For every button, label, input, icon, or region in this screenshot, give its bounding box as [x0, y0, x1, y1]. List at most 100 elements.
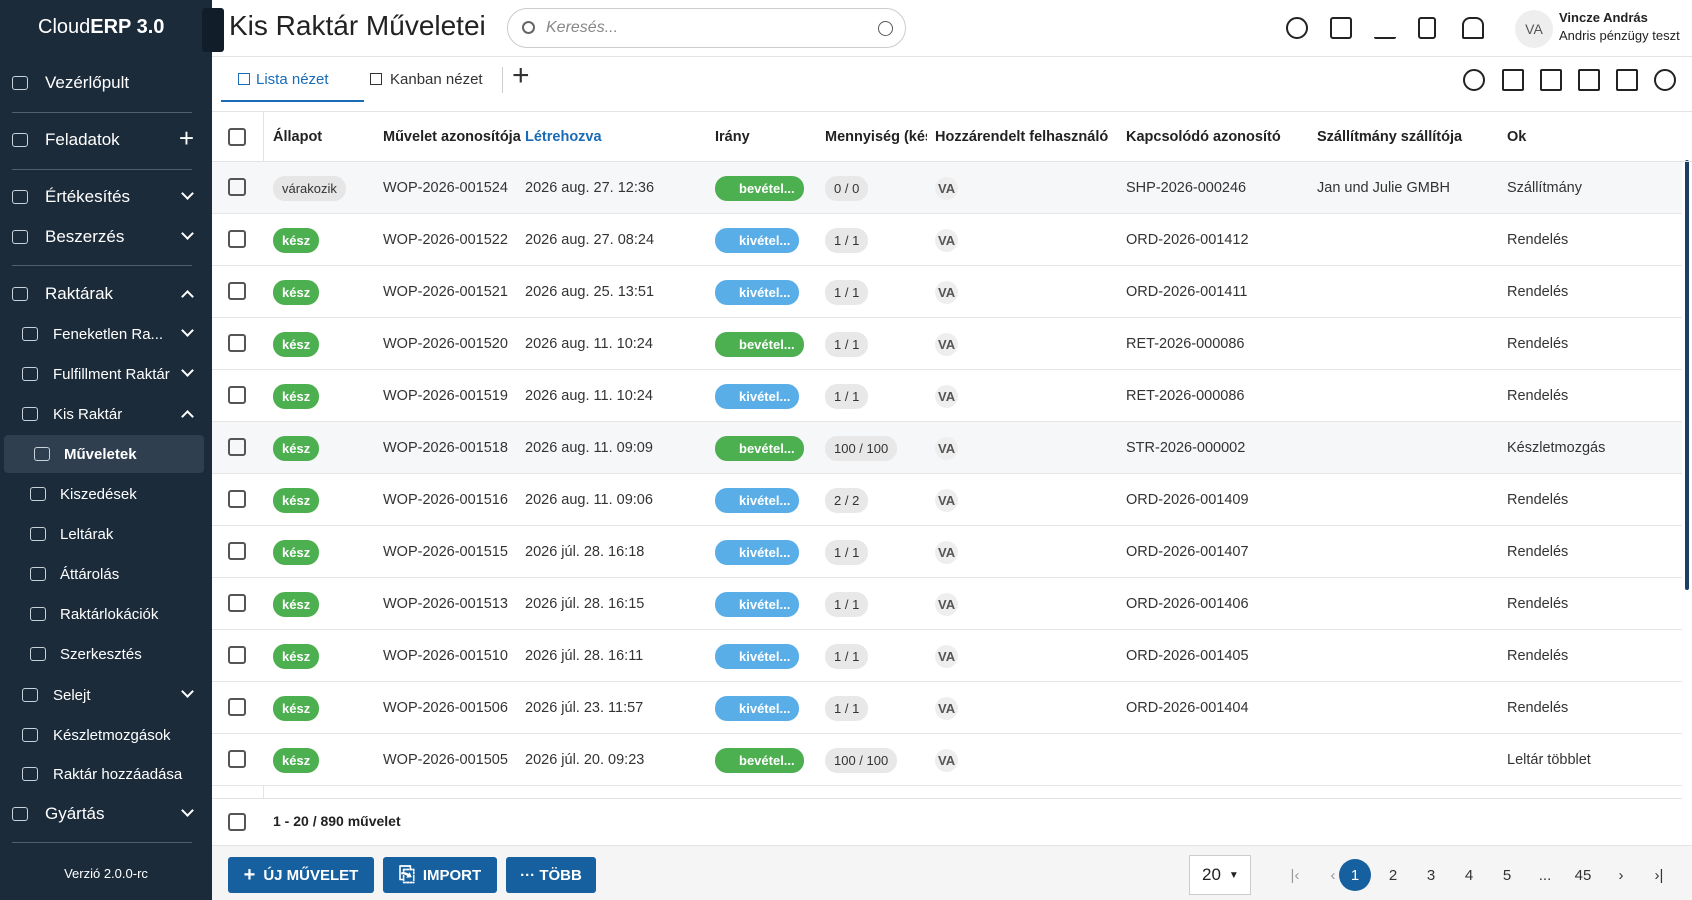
page-nav[interactable]: |‹: [1290, 866, 1300, 884]
page-size[interactable]: 20 ▼: [1189, 855, 1251, 895]
tab-list[interactable]: Lista nézet: [256, 71, 329, 88]
avatar[interactable]: VA: [1515, 10, 1553, 48]
search-box[interactable]: Keresés...: [507, 8, 906, 48]
cell: ORD-2026-001409: [1126, 474, 1306, 526]
refresh-icon[interactable]: [1463, 69, 1485, 91]
nav-item[interactable]: Raktárak: [0, 275, 212, 313]
page-nav[interactable]: ‹: [1330, 866, 1336, 884]
nav-item[interactable]: Értékesítés: [0, 178, 212, 216]
row-checkbox[interactable]: [228, 698, 246, 716]
quantity: 1 / 1: [825, 227, 869, 253]
nav-item[interactable]: Készletmozgások: [0, 716, 212, 754]
nav-item[interactable]: Raktár hozzáadása: [0, 755, 212, 793]
row-checkbox[interactable]: [228, 178, 246, 196]
table-row[interactable]: kész WOP-2026-001522 2026 aug. 27. 08:24 ki…: [212, 214, 1682, 266]
page-button[interactable]: 4: [1464, 866, 1474, 884]
assignee: VA: [935, 592, 959, 616]
nav-item[interactable]: Leltárak: [0, 515, 212, 553]
nav-icon: [22, 327, 38, 341]
page-button[interactable]: 45: [1574, 866, 1592, 884]
select-all[interactable]: [228, 128, 246, 146]
row-checkbox[interactable]: [228, 438, 246, 456]
action-button[interactable]: ⎘ IMPORT: [383, 857, 497, 893]
table-row[interactable]: várakozik WOP-2026-001524 2026 aug. 27. 12…: [212, 162, 1682, 214]
row-checkbox[interactable]: [228, 230, 246, 248]
nav-item[interactable]: Raktárlokációk: [0, 595, 212, 633]
collapse-button[interactable]: [202, 8, 224, 52]
table-row[interactable]: kész WOP-2026-001520 2026 aug. 11. 10:24 be…: [212, 318, 1682, 370]
page-button[interactable]: 3: [1426, 866, 1436, 884]
column-header[interactable]: Létrehozva: [525, 129, 602, 145]
row-checkbox[interactable]: [228, 334, 246, 352]
cell: 2026 júl. 28. 16:15: [525, 578, 705, 630]
column-header[interactable]: Állapot: [273, 129, 323, 145]
bell-icon[interactable]: [1462, 17, 1484, 39]
nav-item[interactable]: Kiszedések: [0, 475, 212, 513]
layers-icon[interactable]: [1616, 69, 1638, 91]
clipboard-icon[interactable]: [1418, 17, 1436, 39]
help-icon[interactable]: [1286, 17, 1308, 39]
page-button[interactable]: 2: [1388, 866, 1398, 884]
row-checkbox[interactable]: [228, 750, 246, 768]
column-header[interactable]: Hozzárendelt felhasználó: [935, 129, 1109, 145]
nav-item[interactable]: Kis Raktár: [0, 395, 212, 433]
nav-item[interactable]: Műveletek: [4, 435, 204, 473]
page-nav[interactable]: ›|: [1654, 866, 1664, 884]
tab-kanban[interactable]: Kanban nézet: [390, 71, 483, 88]
column-header[interactable]: Ok: [1507, 129, 1527, 145]
row-checkbox[interactable]: [228, 282, 246, 300]
cell: Rendelés: [1507, 266, 1677, 318]
tasks-icon[interactable]: [1374, 17, 1396, 39]
column-header[interactable]: Mennyiség (kész): [825, 129, 927, 145]
created: 2026 júl. 23. 11:57: [525, 700, 644, 716]
table-row[interactable]: kész WOP-2026-001513 2026 júl. 28. 16:15 ki…: [212, 578, 1682, 630]
nav-item[interactable]: Selejt: [0, 676, 212, 714]
nav-item[interactable]: Áttárolás: [0, 555, 212, 593]
filter-icon[interactable]: [1502, 69, 1524, 91]
group-icon[interactable]: [1578, 69, 1600, 91]
cell: [1317, 422, 1497, 474]
column-header[interactable]: Kapcsolódó azonosító: [1126, 129, 1281, 145]
nav-item[interactable]: Feladatok +: [0, 121, 212, 159]
table-row[interactable]: kész WOP-2026-001515 2026 júl. 28. 16:18 ki…: [212, 526, 1682, 578]
cell: ORD-2026-001407: [1126, 526, 1306, 578]
quantity: 100 / 100: [825, 435, 898, 461]
page-button[interactable]: ...: [1538, 866, 1552, 884]
summary-checkbox[interactable]: [228, 813, 246, 831]
table-row[interactable]: kész WOP-2026-001510 2026 júl. 28. 16:11 ki…: [212, 630, 1682, 682]
table-row[interactable]: kész WOP-2026-001505 2026 júl. 20. 09:23 be…: [212, 734, 1682, 786]
row-checkbox[interactable]: [228, 646, 246, 664]
page-button[interactable]: 1: [1339, 859, 1371, 891]
row-checkbox[interactable]: [228, 594, 246, 612]
table-row[interactable]: kész WOP-2026-001519 2026 aug. 11. 10:24 ki…: [212, 370, 1682, 422]
nav-item[interactable]: Fulfillment Raktár: [0, 355, 212, 393]
table-row[interactable]: kész WOP-2026-001516 2026 aug. 11. 09:06 ki…: [212, 474, 1682, 526]
nav-item[interactable]: Gyártás: [0, 795, 212, 833]
row-checkbox[interactable]: [228, 386, 246, 404]
scrollbar[interactable]: [1685, 160, 1689, 590]
nav-item[interactable]: Beszerzés: [0, 218, 212, 256]
row-checkbox[interactable]: [228, 542, 246, 560]
column-header[interactable]: Irány: [715, 129, 750, 145]
columns-icon[interactable]: [1540, 69, 1562, 91]
cell: VA: [935, 682, 1125, 734]
column-header[interactable]: Szállítmány szállítója: [1317, 129, 1463, 145]
table-row[interactable]: kész WOP-2026-001521 2026 aug. 25. 13:51 ki…: [212, 266, 1682, 318]
table-row[interactable]: kész WOP-2026-001506 2026 júl. 23. 11:57 ki…: [212, 682, 1682, 734]
nav-item[interactable]: Feneketlen Ra...: [0, 315, 212, 353]
row-checkbox[interactable]: [228, 490, 246, 508]
action-button[interactable]: ··· TÖBB: [506, 857, 596, 893]
page-nav[interactable]: ›: [1618, 866, 1624, 884]
nav-item[interactable]: Vezérlőpult: [0, 64, 212, 102]
cell: 2 / 2: [825, 474, 927, 526]
nav-item[interactable]: Szerkesztés: [0, 635, 212, 673]
action-button[interactable]: + ÚJ MŰVELET: [228, 857, 374, 893]
add-tab[interactable]: +: [512, 59, 530, 92]
column-header[interactable]: Művelet azonosítója: [383, 129, 521, 145]
nav-add[interactable]: +: [178, 123, 194, 153]
table-row[interactable]: kész WOP-2026-001518 2026 aug. 11. 09:09 be…: [212, 422, 1682, 474]
page-button[interactable]: 5: [1502, 866, 1512, 884]
rocket-icon[interactable]: [1330, 17, 1352, 39]
quantity: 1 / 1: [825, 279, 869, 305]
settings-icon[interactable]: [1654, 69, 1676, 91]
